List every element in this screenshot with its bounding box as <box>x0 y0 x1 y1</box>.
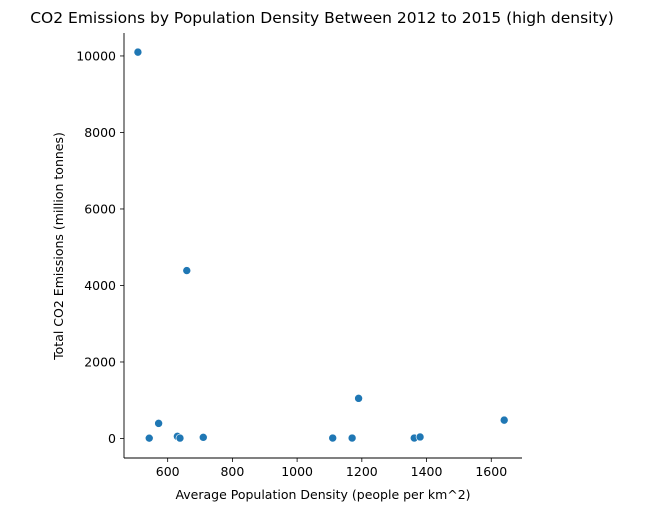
y-axis-label: Total CO2 Emissions (million tonnes) <box>51 132 66 361</box>
chart-title: CO2 Emissions by Population Density Betw… <box>30 9 614 27</box>
x-tick-label: 1600 <box>475 464 507 479</box>
x-axis-label: Average Population Density (people per k… <box>175 487 470 502</box>
data-point <box>499 415 509 425</box>
y-tick-label: 4000 <box>84 278 116 293</box>
x-tick-label: 1200 <box>346 464 378 479</box>
data-point <box>182 266 192 275</box>
axes <box>123 33 522 459</box>
data-point <box>175 433 185 443</box>
data-point <box>354 394 363 403</box>
ticks: 600 800 1000 1200 1400 1600 0 2000 4000 6000 8000 1… <box>76 48 507 479</box>
data-point <box>154 419 163 428</box>
x-tick-label: 800 <box>220 464 244 479</box>
data-point <box>415 432 425 442</box>
y-tick-label: 0 <box>108 431 116 446</box>
data-point <box>133 47 143 57</box>
data-point <box>198 433 208 442</box>
data-points <box>133 47 509 443</box>
y-tick-label: 8000 <box>84 125 116 140</box>
x-tick-label: 1400 <box>411 464 443 479</box>
data-point <box>144 433 154 443</box>
x-tick-label: 1000 <box>281 464 313 479</box>
y-tick-label: 2000 <box>84 354 116 369</box>
data-point <box>328 433 338 443</box>
y-tick-label: 10000 <box>76 48 116 63</box>
data-point <box>347 433 357 443</box>
y-tick-label: 6000 <box>84 201 116 216</box>
x-tick-label: 600 <box>156 464 180 479</box>
